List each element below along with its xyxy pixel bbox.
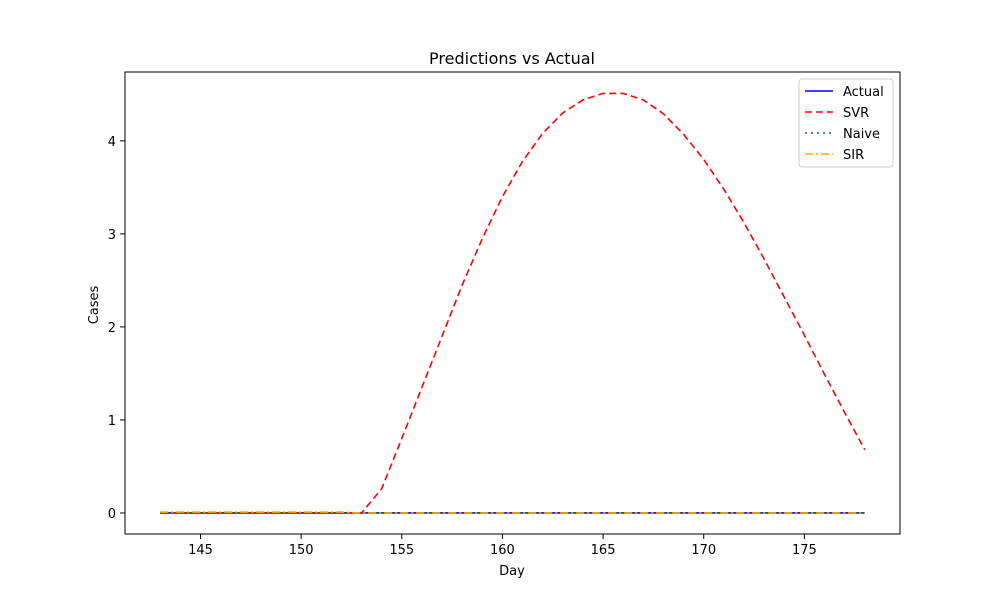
x-tick-label: 175 (792, 543, 817, 558)
x-tick-label: 160 (490, 543, 515, 558)
chart-title: Predictions vs Actual (429, 49, 595, 68)
y-tick-label: 1 (108, 414, 116, 429)
plot-frame (124, 71, 901, 535)
legend-label-sir: SIR (843, 148, 864, 163)
x-tick-label: 165 (591, 543, 616, 558)
legend-label-actual: Actual (843, 85, 884, 100)
axis-ticks: 145 150 155 160 165 170 175 0 1 2 3 4 (108, 135, 817, 558)
x-tick-label: 145 (188, 543, 213, 558)
plot-area (160, 92, 866, 514)
series-line-sir (160, 511, 865, 514)
series-line-svr (160, 92, 866, 514)
x-tick-label: 170 (691, 543, 716, 558)
y-tick-label: 4 (108, 135, 116, 150)
legend-label-svr: SVR (843, 106, 869, 121)
y-axis-label: Cases (87, 285, 102, 324)
y-tick-label: 0 (108, 507, 116, 522)
legend-label-naive: Naive (843, 127, 880, 142)
y-tick-label: 3 (108, 228, 116, 243)
x-axis-label: Day (499, 564, 525, 579)
legend: Actual SVR Naive SIR (798, 78, 894, 168)
legend-box (798, 78, 894, 168)
x-tick-label: 155 (389, 543, 414, 558)
y-tick-label: 2 (108, 321, 116, 336)
x-tick-label: 150 (289, 543, 314, 558)
